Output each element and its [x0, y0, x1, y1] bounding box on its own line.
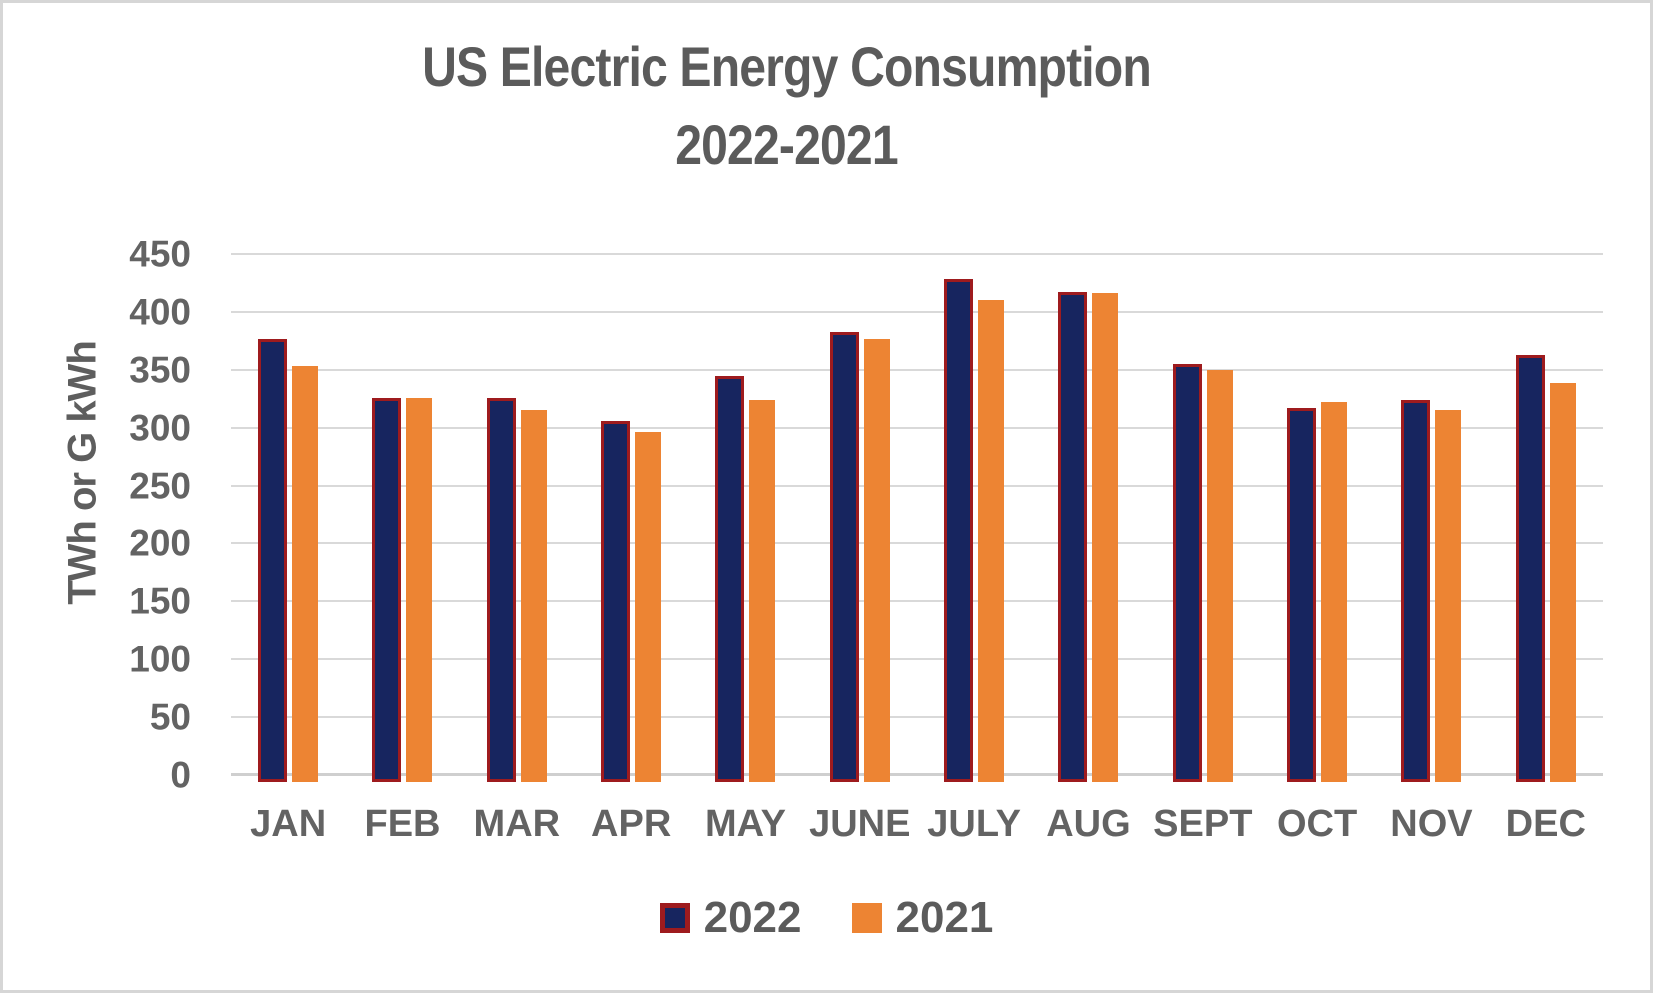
- gridline-100: [231, 658, 1603, 661]
- bar-2021-mar: [520, 410, 547, 782]
- bar-2021-june: [863, 338, 890, 782]
- y-tick-label-450: 450: [129, 233, 191, 275]
- x-axis-label-mar: MAR: [473, 803, 561, 845]
- bar-group-may: [688, 254, 802, 782]
- bar-group-dec: [1489, 254, 1603, 782]
- gridline-200: [231, 542, 1603, 545]
- bar-groups: [231, 254, 1603, 782]
- bar-group-july: [917, 254, 1031, 782]
- bar-group-apr: [574, 254, 688, 782]
- bar-2022-may: [715, 375, 745, 782]
- x-axis-label-sept: SEPT: [1153, 803, 1253, 845]
- gridline-150: [231, 600, 1603, 603]
- y-tick-label-300: 300: [129, 407, 191, 449]
- bar-2021-july: [978, 300, 1005, 782]
- y-tick-label-200: 200: [129, 522, 191, 564]
- legend-item-2022: 2022: [659, 893, 802, 942]
- x-axis-label-july: JULY: [927, 803, 1021, 845]
- y-tick-label-50: 50: [149, 696, 191, 738]
- x-axis-label-oct: OCT: [1277, 803, 1358, 845]
- legend: 2022 2021: [3, 896, 1650, 940]
- bar-2022-june: [829, 331, 859, 782]
- bar-group-oct: [1260, 254, 1374, 782]
- bar-2021-sept: [1206, 369, 1233, 782]
- bar-2022-jan: [258, 338, 288, 782]
- y-tick-label-250: 250: [129, 465, 191, 507]
- bar-2022-july: [944, 279, 974, 782]
- bar-2021-feb: [406, 397, 433, 782]
- y-tick-label-0: 0: [170, 754, 191, 796]
- x-axis-label-nov: NOV: [1390, 803, 1473, 845]
- gridline-350: [231, 368, 1603, 371]
- bar-2022-nov: [1401, 399, 1431, 782]
- x-axis-labels: JAN FEB MAR APR MAY JUNE JULY AUG SEPT OCT NOV DEC: [231, 803, 1603, 846]
- bar-2021-aug: [1092, 293, 1119, 782]
- y-tick-label-400: 400: [129, 291, 191, 333]
- bar-group-jan: [231, 254, 345, 782]
- bar-2022-sept: [1172, 364, 1202, 782]
- bar-group-feb: [345, 254, 459, 782]
- x-axis-label-dec: DEC: [1505, 803, 1586, 845]
- bar-group-nov: [1374, 254, 1488, 782]
- x-axis-label-jan: JAN: [250, 803, 327, 845]
- chart-subtitle: 2022-2021: [675, 113, 898, 176]
- bar-group-sept: [1146, 254, 1260, 782]
- legend-label-2022: 2022: [703, 893, 802, 942]
- x-axis-label-feb: FEB: [364, 803, 441, 845]
- x-axis-label-may: MAY: [704, 803, 786, 845]
- bar-2022-dec: [1515, 354, 1545, 782]
- y-axis-title: TWh or G kWh: [60, 341, 105, 605]
- bar-2021-jan: [292, 366, 319, 782]
- gridline-0: [231, 773, 1603, 776]
- y-tick-label-350: 350: [129, 349, 191, 391]
- bar-2022-aug: [1058, 292, 1088, 782]
- bar-2021-dec: [1549, 382, 1576, 782]
- bar-2022-feb: [372, 397, 402, 782]
- gridline-450: [231, 253, 1603, 255]
- x-axis-label-june: JUNE: [809, 803, 911, 845]
- bar-2021-apr: [635, 432, 662, 782]
- bar-2022-mar: [486, 397, 516, 782]
- gridline-400: [231, 310, 1603, 313]
- legend-swatch-2022: [659, 903, 690, 933]
- chart-title: US Electric Energy Consumption: [422, 35, 1152, 98]
- chart-title-block: US Electric Energy Consumption 2022-2021: [3, 39, 1570, 173]
- plot-area: 0 50 100 150 200 250 300 350 400 450: [129, 236, 1603, 794]
- legend-swatch-2021: [851, 903, 882, 933]
- bar-group-mar: [460, 254, 574, 782]
- gridline-250: [231, 484, 1603, 487]
- x-axis-label-apr: APR: [591, 803, 672, 845]
- legend-item-2021: 2021: [851, 893, 994, 942]
- gridline-50: [231, 716, 1603, 719]
- bar-2021-oct: [1321, 402, 1348, 782]
- x-axis-label-aug: AUG: [1046, 803, 1131, 845]
- bar-group-aug: [1031, 254, 1145, 782]
- gridline-300: [231, 426, 1603, 429]
- bar-2021-may: [749, 399, 776, 782]
- y-tick-label-150: 150: [129, 580, 191, 622]
- bar-2021-nov: [1435, 410, 1462, 782]
- legend-label-2021: 2021: [895, 893, 994, 942]
- bar-2022-apr: [601, 420, 631, 782]
- bar-group-june: [803, 254, 917, 782]
- bar-2022-oct: [1287, 408, 1317, 782]
- y-tick-label-100: 100: [129, 638, 191, 680]
